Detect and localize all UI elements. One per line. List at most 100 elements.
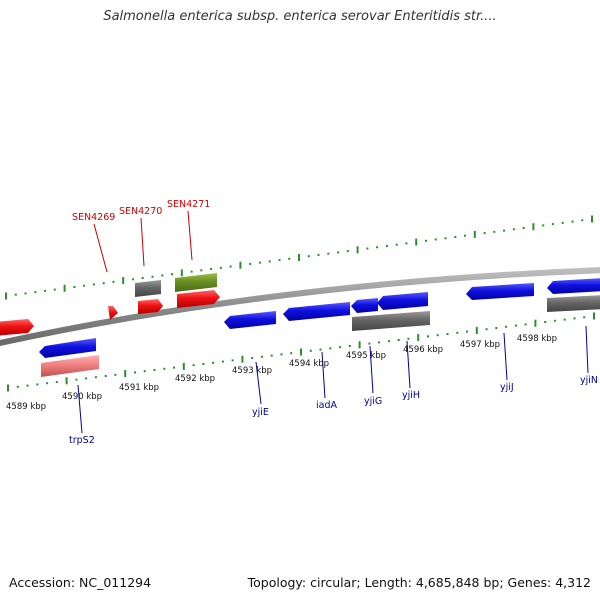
scale-tick-top xyxy=(229,265,232,268)
scale-tick-top xyxy=(112,280,115,283)
gene-label-yjij[interactable]: yjiJ xyxy=(500,382,514,393)
scale-label-4589: 4589 kbp xyxy=(6,402,46,412)
scale-tick-top xyxy=(356,246,359,254)
scale-tick-top xyxy=(219,266,222,269)
gene-label-sen4271[interactable]: SEN4271 xyxy=(167,199,210,210)
gene-red-sen4269[interactable] xyxy=(108,306,118,320)
gene-blue-yjin[interactable] xyxy=(547,278,600,294)
gene-label-sen4269[interactable]: SEN4269 xyxy=(72,212,115,223)
gene-label-iada[interactable]: iadA xyxy=(316,400,337,411)
leader-sen4271 xyxy=(187,210,193,261)
gene-pink-trps2[interactable] xyxy=(41,355,99,377)
scale-tick-bottom xyxy=(143,370,146,373)
scale-tick-bottom xyxy=(104,375,107,377)
leader-yjie xyxy=(255,361,262,405)
gene-blue-yjih[interactable] xyxy=(377,292,428,310)
scale-tick-bottom xyxy=(485,328,488,331)
scale-tick-top xyxy=(258,261,261,264)
scale-tick-bottom xyxy=(173,366,175,369)
scale-tick-top xyxy=(376,246,379,249)
gene-blue-yjie[interactable] xyxy=(224,311,276,329)
gene-gray-yjin[interactable] xyxy=(547,295,600,312)
scale-tick-top xyxy=(24,292,27,295)
gene-olive-sen4271[interactable] xyxy=(175,273,217,292)
gene-label-yjig[interactable]: yjiG xyxy=(364,396,382,407)
tick-row-bottom xyxy=(7,312,595,392)
scale-tick-bottom xyxy=(241,355,244,363)
tick-row-top xyxy=(5,215,593,300)
leader-sen4270 xyxy=(140,217,145,267)
gene-blue-yjij[interactable] xyxy=(466,283,534,300)
scale-tick-bottom xyxy=(553,319,556,322)
scale-tick-bottom xyxy=(65,377,68,385)
gene-gray-sen4270[interactable] xyxy=(135,280,161,297)
gene-label-sen4270[interactable]: SEN4270 xyxy=(119,206,162,217)
scale-tick-bottom xyxy=(475,326,478,334)
scale-tick-bottom xyxy=(593,312,595,320)
gene-red-sen4270[interactable] xyxy=(138,299,163,314)
gene-blue-iada[interactable] xyxy=(283,302,350,321)
scale-tick-bottom xyxy=(36,383,39,386)
scale-tick-top xyxy=(561,221,564,224)
scale-tick-top xyxy=(180,269,183,277)
scale-tick-bottom xyxy=(436,334,439,337)
scale-tick-top xyxy=(327,252,330,255)
scale-tick-top xyxy=(542,224,545,227)
scale-tick-top xyxy=(298,254,300,261)
gene-label-trps2[interactable]: trpS2 xyxy=(69,435,95,446)
scale-tick-bottom xyxy=(300,348,302,356)
gene-blue-yjig[interactable] xyxy=(351,298,378,313)
scale-tick-top xyxy=(239,261,242,269)
scale-tick-bottom xyxy=(270,354,273,357)
scale-tick-top xyxy=(268,260,271,263)
scale-tick-bottom xyxy=(55,381,58,383)
scale-label-4592: 4592 kbp xyxy=(175,374,215,384)
scale-tick-bottom xyxy=(134,371,136,374)
scale-tick-top xyxy=(454,236,457,238)
scale-tick-top xyxy=(503,229,506,232)
scale-tick-top xyxy=(288,257,291,260)
gene-red-sen4271[interactable] xyxy=(177,290,220,308)
gene-label-yjie[interactable]: yjiE xyxy=(252,407,269,418)
scale-tick-bottom xyxy=(202,363,205,365)
scale-tick-top xyxy=(34,291,37,294)
leader-yjin xyxy=(585,325,589,374)
scale-tick-bottom xyxy=(446,333,449,335)
scale-tick-top xyxy=(551,223,554,226)
gene-gray-yjig[interactable] xyxy=(352,311,430,331)
scale-tick-bottom xyxy=(505,325,508,328)
scale-tick-bottom xyxy=(348,345,351,347)
scale-tick-bottom xyxy=(495,327,498,329)
scale-tick-top xyxy=(522,227,525,229)
scale-tick-bottom xyxy=(231,359,234,362)
scale-tick-top xyxy=(210,268,213,271)
scale-tick-bottom xyxy=(16,385,19,388)
gene-label-yjih[interactable]: yjiH xyxy=(402,390,420,401)
scale-tick-top xyxy=(132,278,134,281)
scale-tick-bottom xyxy=(563,318,566,321)
scale-tick-top xyxy=(14,293,17,296)
scale-tick-bottom xyxy=(456,331,459,334)
scale-tick-top xyxy=(346,250,349,253)
scale-tick-bottom xyxy=(368,342,371,345)
scale-tick-top xyxy=(151,275,154,278)
scale-tick-top xyxy=(366,247,369,250)
scale-tick-top xyxy=(493,230,496,233)
scale-tick-top xyxy=(44,289,47,292)
gene-label-yjin[interactable]: yjiN xyxy=(580,375,598,386)
scale-label-4593: 4593 kbp xyxy=(232,366,272,376)
scale-tick-top xyxy=(395,243,398,246)
leader-iada xyxy=(321,351,326,399)
scale-tick-top xyxy=(190,270,193,273)
leader-sen4269 xyxy=(93,223,108,273)
scale-tick-bottom xyxy=(583,316,586,319)
gene-blue-trps2[interactable] xyxy=(39,338,96,358)
scale-tick-top xyxy=(92,283,95,286)
scale-tick-top xyxy=(5,292,7,300)
scale-tick-top xyxy=(122,277,125,285)
gene-red-left-edge[interactable] xyxy=(0,319,34,336)
scale-label-4591: 4591 kbp xyxy=(119,383,159,393)
scale-tick-top xyxy=(385,244,388,247)
scale-tick-top xyxy=(532,223,535,231)
